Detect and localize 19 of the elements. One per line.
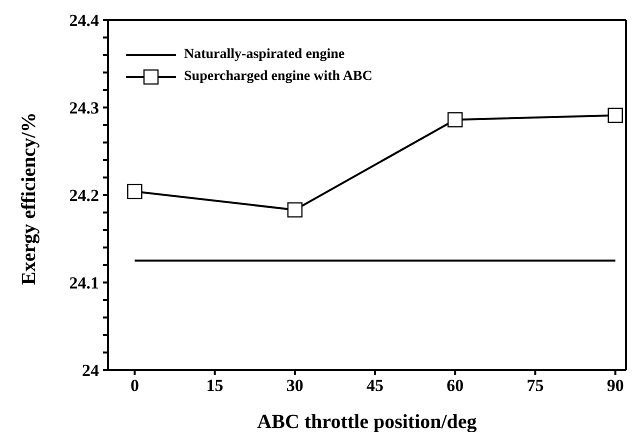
x-tick-label: 15 — [206, 376, 224, 396]
x-tick-label: 0 — [130, 376, 139, 396]
y-tick-label: 24.4 — [69, 11, 100, 30]
legend-label: Naturally-aspirated engine — [184, 47, 345, 63]
y-tick-label: 24.3 — [69, 98, 99, 118]
legend-label: Supercharged engine with ABC — [184, 69, 372, 85]
y-tick-label: 24.2 — [69, 186, 99, 206]
x-tick-label: 90 — [606, 376, 624, 396]
y-tick-label: 24.1 — [69, 274, 99, 293]
y-tick-label: 24 — [82, 361, 100, 380]
x-tick-label: 75 — [526, 376, 544, 396]
point — [287, 202, 303, 218]
x-tick-label: 60 — [446, 376, 464, 396]
x-tick-label: 45 — [366, 376, 384, 396]
point — [127, 184, 142, 200]
y-axis-title: Exergy efficiency/% — [18, 112, 40, 285]
point — [448, 112, 463, 128]
point — [608, 108, 623, 123]
x-tick-label: 30 — [286, 376, 304, 396]
